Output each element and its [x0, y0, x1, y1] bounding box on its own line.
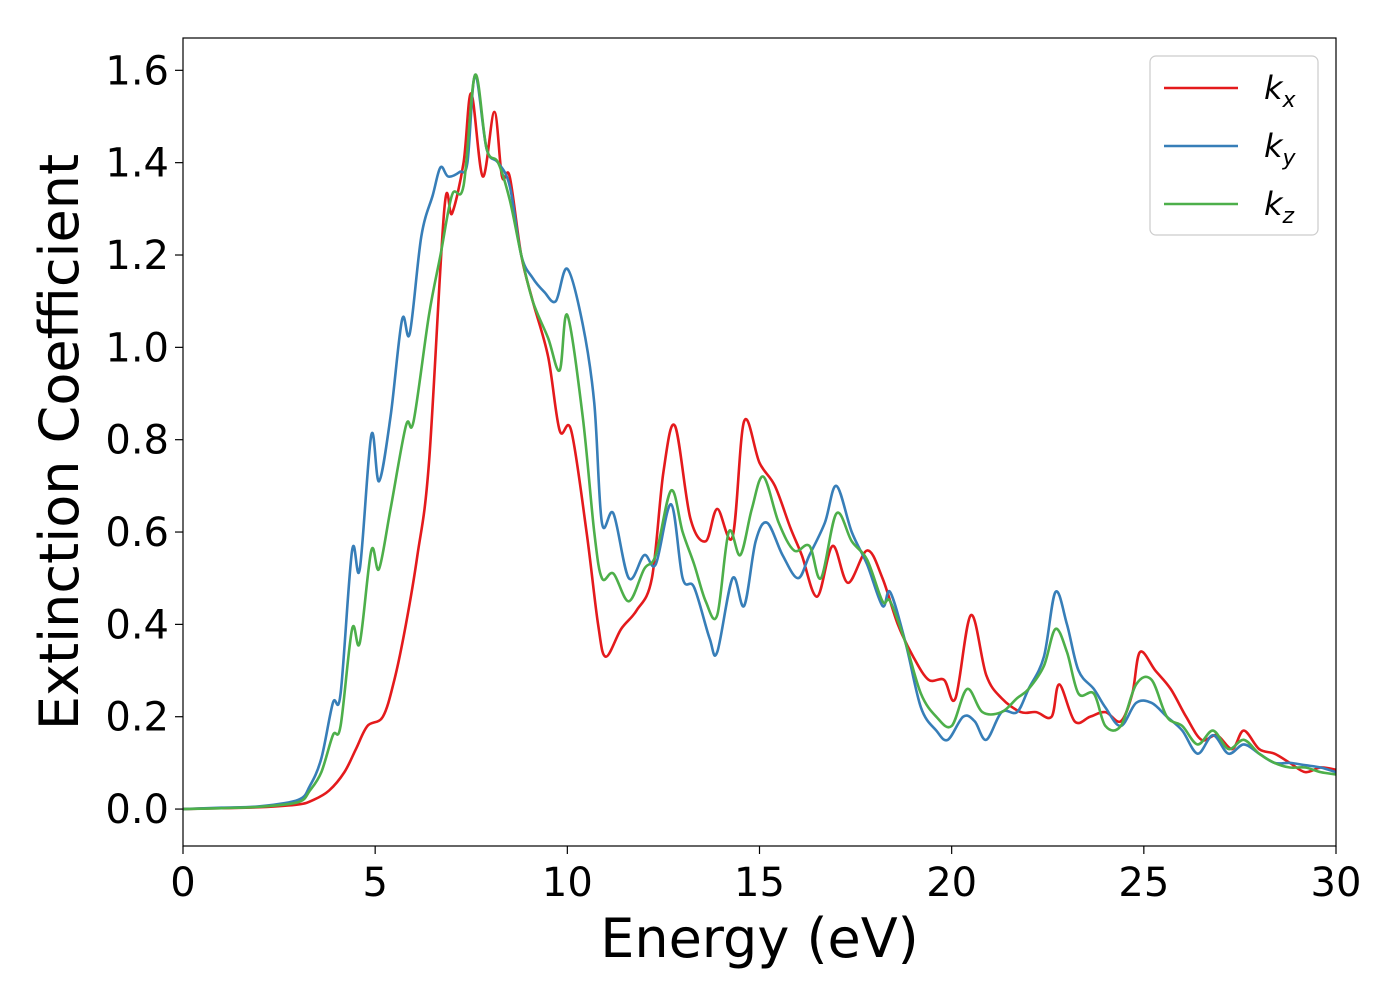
y-tick-label: 1.0	[105, 325, 169, 371]
x-tick-label: 20	[926, 860, 977, 906]
x-tick-label: 25	[1118, 860, 1169, 906]
y-tick-label: 0.0	[105, 787, 169, 833]
legend: kx ky kz	[1149, 55, 1319, 236]
legend-item-kz: kz	[1164, 185, 1295, 229]
y-tick-label: 1.2	[105, 233, 169, 279]
y-tick-label: 0.8	[105, 418, 169, 464]
x-tick-label: 10	[542, 860, 593, 906]
legend-label: kx	[1264, 69, 1297, 113]
x-axis-title: Energy (eV)	[600, 907, 919, 970]
y-tick-label: 1.4	[105, 141, 169, 187]
x-tick-label: 30	[1311, 860, 1362, 906]
y-tick-label: 0.4	[105, 602, 169, 648]
series-layer	[183, 73, 1336, 811]
legend-item-kx: kx	[1164, 69, 1297, 113]
legend-label: kz	[1264, 185, 1295, 229]
y-tick-label: 1.6	[105, 48, 169, 94]
x-tick-label: 5	[362, 860, 387, 906]
x-tick-label: 0	[170, 860, 195, 906]
x-tick-label: 15	[734, 860, 785, 906]
y-axis: 0.0 0.2 0.4 0.6 0.8 1.0 1.2 1.4 1.6	[105, 48, 183, 833]
y-axis-title: Extinction Coefficient	[28, 154, 91, 730]
y-tick-label: 0.6	[105, 510, 169, 556]
y-tick-label: 0.2	[105, 695, 169, 741]
legend-item-ky: ky	[1164, 127, 1297, 171]
legend-label: ky	[1264, 127, 1297, 171]
series-line-ky	[183, 73, 1336, 811]
series-line-kz	[183, 73, 1336, 811]
x-axis: 0 5 10 15 20 25 30	[170, 846, 1361, 906]
